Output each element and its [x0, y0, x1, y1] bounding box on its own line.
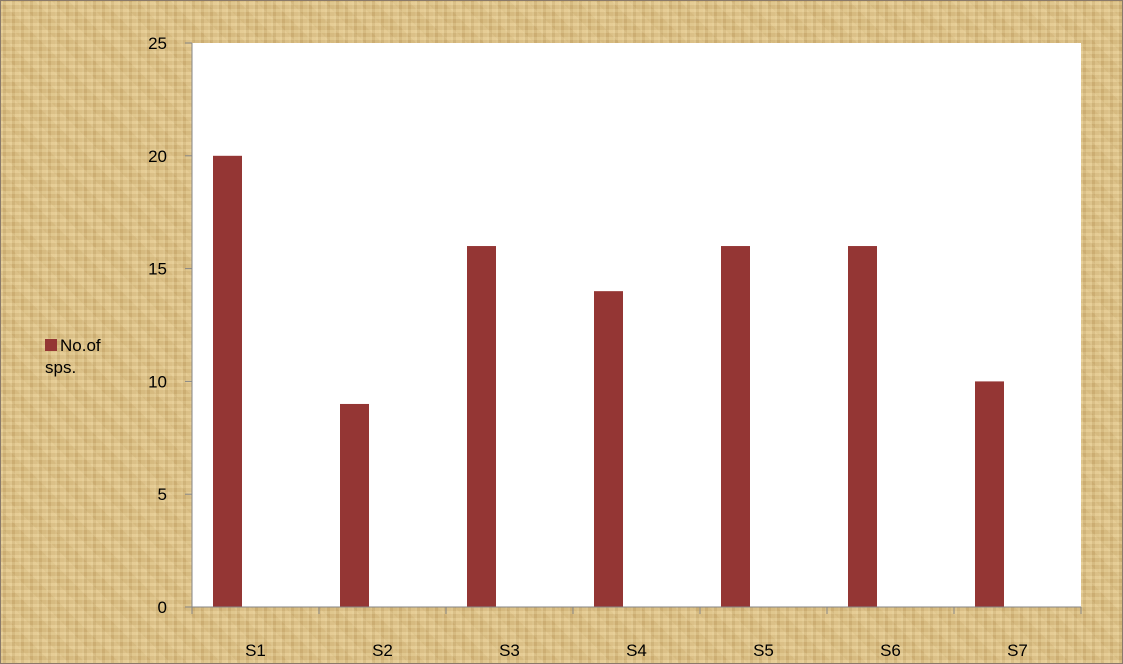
x-tick-label: S4	[626, 641, 647, 660]
x-tick-label: S2	[372, 641, 393, 660]
bar-s3	[467, 246, 496, 608]
plot-area	[192, 43, 1081, 607]
x-tick-label: S7	[1007, 641, 1028, 660]
x-tick-label: S6	[880, 641, 901, 660]
bar-s2	[340, 403, 369, 607]
y-tick-label: 10	[148, 372, 167, 391]
bar-s7	[975, 381, 1004, 607]
bar-s1	[213, 155, 242, 608]
legend: No.of sps.	[45, 335, 125, 379]
x-tick-label: S1	[245, 641, 266, 660]
y-tick-label: 15	[148, 260, 167, 279]
legend-label: No.of sps.	[45, 336, 101, 377]
x-tick-label: S3	[499, 641, 520, 660]
y-tick-label: 5	[158, 485, 167, 504]
y-tick-label: 20	[148, 147, 167, 166]
bar-s4	[594, 291, 623, 607]
bar-s5	[721, 246, 750, 608]
y-tick-label: 0	[158, 598, 167, 617]
y-axis-ticks: 0 5 10 15 20 25	[148, 34, 192, 617]
y-tick-label: 25	[148, 34, 167, 53]
legend-swatch	[45, 339, 57, 351]
x-axis-ticks: S1 S2 S3 S4 S5 S6 S7	[191, 607, 1082, 660]
x-tick-label: S5	[753, 641, 774, 660]
bar-s6	[848, 246, 877, 608]
bars-group	[213, 155, 1004, 608]
